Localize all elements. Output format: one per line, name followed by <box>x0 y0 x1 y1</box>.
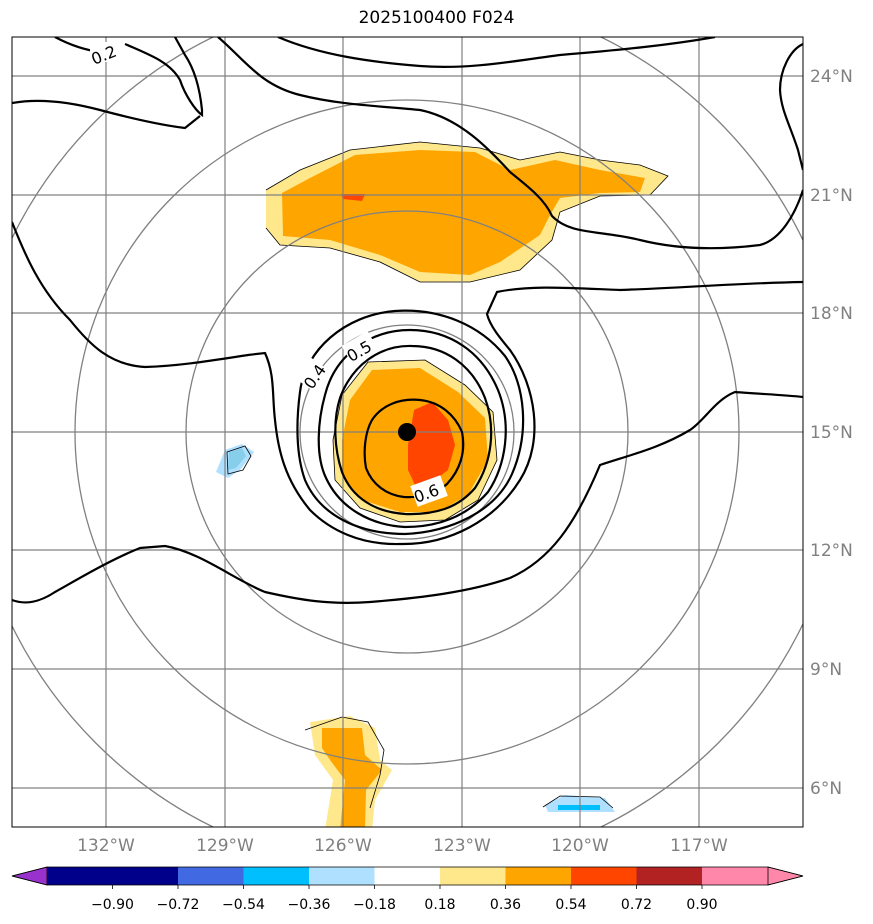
contour-ring-0.4 <box>296 309 525 536</box>
map-title: 2025100400 F024 <box>358 8 515 28</box>
plot-area: 0.2 0.4 0.5 0.6 <box>12 37 803 827</box>
lon-label-126w: 126°W <box>314 836 372 856</box>
colorbar-label-1: −0.90 <box>91 897 134 913</box>
lat-label-18n: 18°N <box>810 304 853 324</box>
colorbar-cell-3 <box>178 867 244 885</box>
colorbar-ticks <box>112 885 703 889</box>
shaded-field <box>216 142 668 827</box>
lat-label-6n: 6°N <box>810 779 842 799</box>
lon-label-123w: 123°W <box>433 836 491 856</box>
lat-label-24n: 24°N <box>810 67 853 87</box>
range-ring-2 <box>185 210 629 654</box>
colorbar-label-4: −0.36 <box>288 897 331 913</box>
colorbar: −0.90 −0.72 −0.54 −0.36 −0.18 0.18 0.36 … <box>11 866 804 913</box>
lon-label-132w: 132°W <box>77 836 135 856</box>
colorbar-label-5: −0.18 <box>353 897 396 913</box>
lat-label-15n: 15°N <box>810 423 853 443</box>
colorbar-cell-1 <box>47 867 113 885</box>
colorbar-cell-9 <box>571 867 637 885</box>
colorbar-extend-high <box>767 866 804 886</box>
plot-frame <box>11 36 804 828</box>
longitude-labels: 132°W 129°W 126°W 123°W 120°W 117°W <box>77 836 728 856</box>
contour-east-upper <box>217 37 803 250</box>
fill-band-north-orange <box>282 150 645 275</box>
colorbar-label-10: 0.90 <box>686 897 717 913</box>
colorbar-label-9: 0.72 <box>621 897 652 913</box>
colorbar-label-3: −0.54 <box>222 897 265 913</box>
range-ring-1 <box>299 324 515 540</box>
colorbar-label-7: 0.36 <box>490 897 521 913</box>
range-rings <box>12 37 803 827</box>
outline-south <box>304 716 385 809</box>
colorbar-cell-10 <box>636 867 702 885</box>
graticule <box>12 37 803 827</box>
colorbar-cell-4 <box>243 867 309 885</box>
colorbar-cell-7 <box>440 867 506 885</box>
colorbar-cell-5 <box>309 867 375 885</box>
latitude-labels: 24°N 21°N 18°N 15°N 12°N 9°N 6°N <box>810 67 853 799</box>
fill-south-orange <box>322 728 382 827</box>
lon-label-117w: 117°W <box>670 836 728 856</box>
contour-west-upper <box>12 99 201 130</box>
fill-band-north-red <box>341 194 365 201</box>
contour-west-mid <box>12 221 803 546</box>
colorbar-cell-11 <box>702 867 768 885</box>
colorbar-tick-labels: −0.90 −0.72 −0.54 −0.36 −0.18 0.18 0.36 … <box>91 897 718 913</box>
lon-label-129w: 129°W <box>196 836 254 856</box>
range-ring-3 <box>74 99 740 765</box>
colorbar-extend-low <box>11 866 48 886</box>
lon-label-120w: 120°W <box>551 836 609 856</box>
contour-east-far <box>277 37 716 69</box>
storm-center-marker <box>398 423 416 441</box>
colorbar-cell-6 <box>374 867 440 885</box>
contour-ring-0.55 <box>334 344 493 516</box>
fill-neg-west-blue <box>228 448 246 470</box>
contour-ring-0.5 <box>317 328 507 529</box>
fill-neg-se-blue <box>558 805 600 810</box>
contour-label-group: 0.2 0.4 0.5 0.6 <box>88 42 448 507</box>
colorbar-outline <box>11 866 804 886</box>
lat-label-12n: 12°N <box>810 541 853 561</box>
lat-label-21n: 21°N <box>810 186 853 206</box>
contour-ring-0.6 <box>363 398 465 499</box>
contour-south <box>12 390 803 604</box>
fill-core-red <box>408 402 455 485</box>
colorbar-label-8: 0.54 <box>555 897 586 913</box>
contours <box>12 37 803 604</box>
contour-east-edge <box>778 43 803 171</box>
colorbar-cell-8 <box>505 867 571 885</box>
outline-neg-west <box>226 445 252 475</box>
colorbar-cell-2 <box>112 867 178 885</box>
colorbar-label-2: −0.72 <box>157 897 200 913</box>
lat-label-9n: 9°N <box>810 660 842 680</box>
colorbar-label-6: 0.18 <box>424 897 455 913</box>
